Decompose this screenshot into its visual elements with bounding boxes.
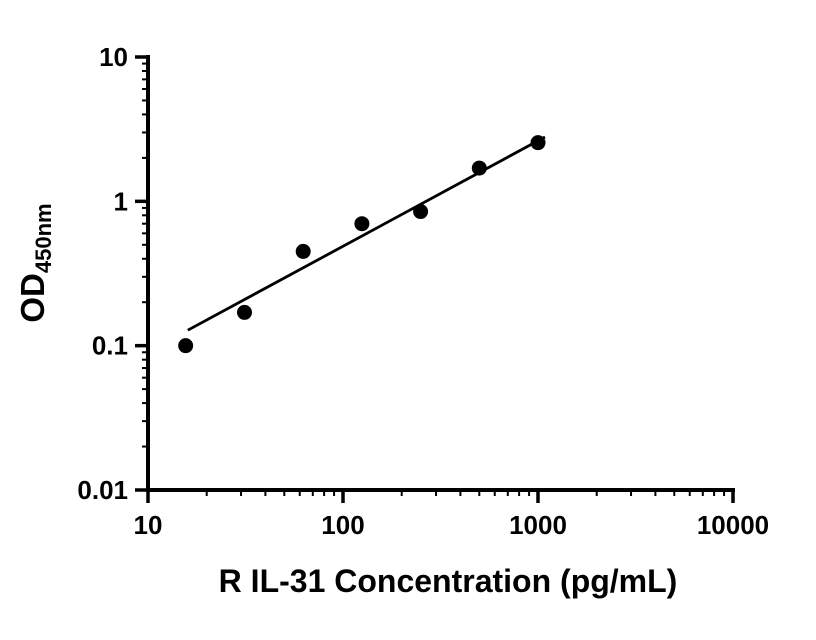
data-point bbox=[471, 160, 487, 176]
x-axis-title: R IL-31 Concentration (pg/mL) bbox=[219, 563, 678, 599]
y-axis-title-subscript: 450nm bbox=[31, 203, 56, 273]
data-point bbox=[295, 243, 311, 259]
data-point bbox=[236, 304, 252, 320]
y-axis-title-main: OD bbox=[14, 273, 51, 323]
x-tick-label: 100 bbox=[321, 510, 364, 540]
y-tick-label: 10 bbox=[99, 42, 128, 72]
trend-line bbox=[187, 135, 546, 332]
data-point bbox=[530, 135, 546, 151]
y-tick-label: 1 bbox=[114, 186, 128, 216]
y-tick-label: 0.01 bbox=[77, 475, 128, 505]
plot-area: 10 100 1000 10000 0.01 0.1 1 10 bbox=[77, 42, 769, 540]
data-point bbox=[354, 216, 370, 232]
x-tick-label: 10 bbox=[134, 510, 163, 540]
data-point bbox=[413, 204, 429, 220]
x-tick-label: 1000 bbox=[509, 510, 567, 540]
data-point bbox=[178, 338, 194, 354]
x-tick-label: 10000 bbox=[697, 510, 769, 540]
y-axis-title: OD450nm bbox=[14, 203, 56, 322]
y-tick-label: 0.1 bbox=[92, 331, 128, 361]
